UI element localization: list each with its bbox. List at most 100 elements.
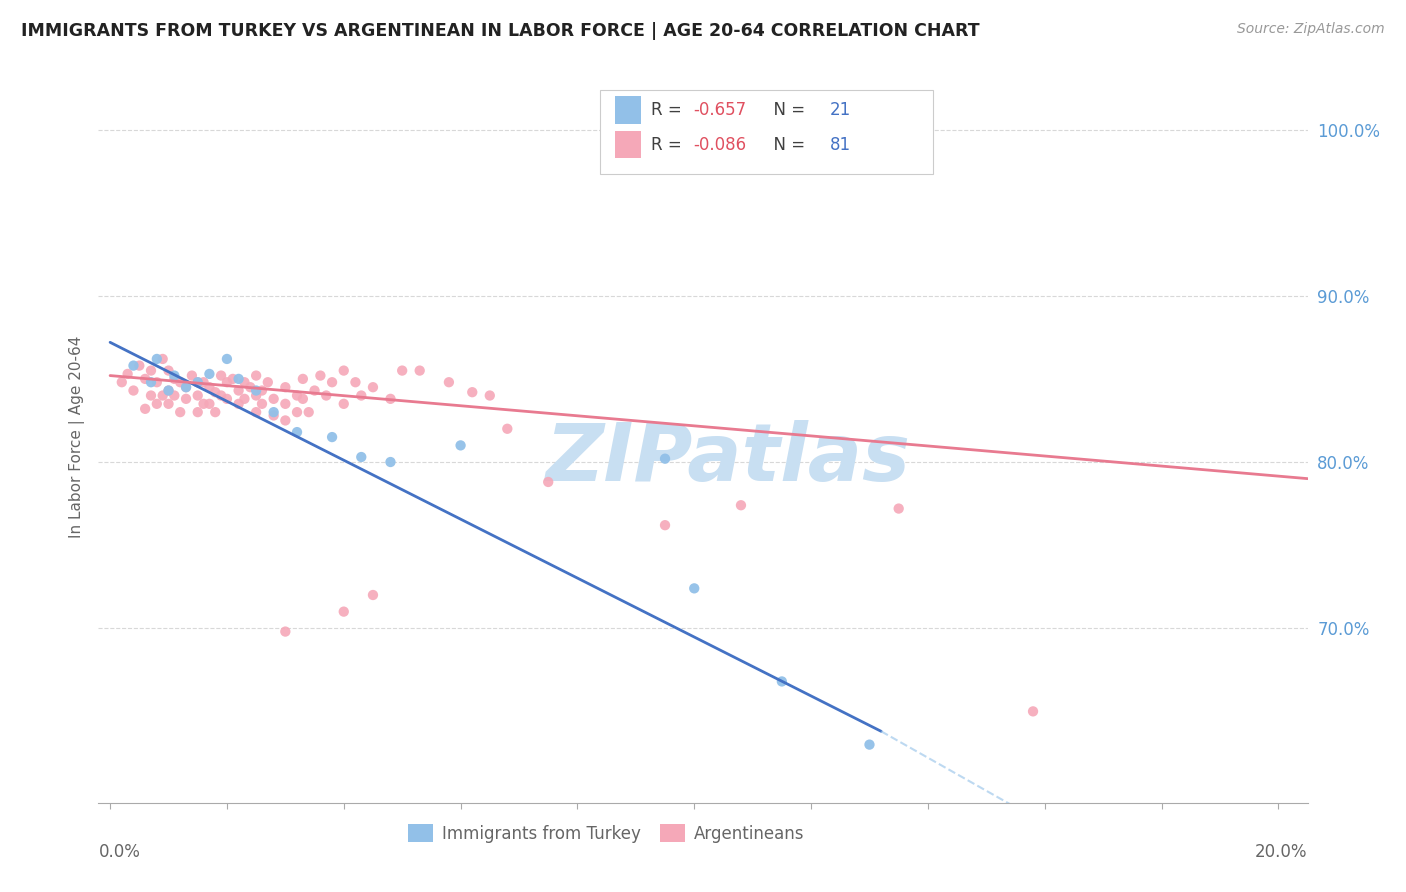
Text: N =: N =: [763, 136, 811, 153]
Point: [163, 368, 186, 383]
Point: [157, 384, 180, 398]
Point: [380, 392, 402, 406]
Text: 81: 81: [830, 136, 851, 153]
Point: [291, 372, 314, 386]
Point: [163, 388, 186, 402]
Point: [274, 380, 297, 394]
Point: [1022, 705, 1045, 719]
Point: [157, 363, 180, 377]
Point: [245, 405, 267, 419]
Point: [496, 422, 519, 436]
Point: [537, 475, 560, 489]
Point: [361, 380, 384, 394]
Point: [380, 455, 402, 469]
Text: R =: R =: [651, 136, 688, 153]
Point: [187, 388, 209, 402]
Point: [233, 375, 256, 389]
Point: [245, 384, 267, 398]
Point: [198, 380, 221, 394]
Point: [461, 385, 484, 400]
Point: [193, 375, 215, 389]
Point: [274, 413, 297, 427]
Point: [215, 375, 238, 389]
Point: [361, 588, 384, 602]
Point: [128, 359, 150, 373]
Point: [228, 372, 250, 386]
Point: [209, 368, 232, 383]
Point: [309, 368, 332, 383]
Point: [204, 385, 226, 400]
Point: [152, 388, 174, 402]
Point: [122, 384, 145, 398]
Point: [139, 388, 162, 402]
Point: [117, 367, 139, 381]
Point: [321, 430, 343, 444]
Point: [285, 425, 308, 439]
Point: [332, 363, 354, 377]
Legend: Immigrants from Turkey, Argentineans: Immigrants from Turkey, Argentineans: [402, 818, 811, 849]
Point: [858, 738, 880, 752]
Point: [215, 392, 238, 406]
Point: [122, 359, 145, 373]
Point: [263, 392, 285, 406]
Point: [770, 674, 793, 689]
Point: [478, 388, 501, 402]
Point: [204, 405, 226, 419]
Point: [683, 582, 706, 596]
Point: [250, 397, 273, 411]
Point: [146, 375, 169, 389]
Text: IMMIGRANTS FROM TURKEY VS ARGENTINEAN IN LABOR FORCE | AGE 20-64 CORRELATION CHA: IMMIGRANTS FROM TURKEY VS ARGENTINEAN IN…: [21, 22, 980, 40]
Text: 20.0%: 20.0%: [1256, 843, 1308, 861]
Point: [245, 388, 267, 402]
Point: [344, 375, 367, 389]
Point: [298, 405, 321, 419]
Point: [730, 498, 752, 512]
Point: [111, 375, 134, 389]
Point: [134, 401, 156, 416]
Point: [332, 397, 354, 411]
Point: [169, 405, 191, 419]
Y-axis label: In Labor Force | Age 20-64: In Labor Force | Age 20-64: [69, 336, 84, 538]
FancyBboxPatch shape: [614, 96, 641, 124]
Text: 21: 21: [830, 101, 851, 120]
Point: [174, 380, 197, 394]
Point: [228, 384, 250, 398]
Point: [180, 368, 202, 383]
Point: [139, 363, 162, 377]
Point: [304, 384, 326, 398]
Point: [332, 605, 354, 619]
Point: [134, 372, 156, 386]
Text: ZIPatlas: ZIPatlas: [544, 420, 910, 498]
Point: [187, 405, 209, 419]
Point: [654, 451, 676, 466]
Point: [174, 380, 197, 394]
Point: [163, 372, 186, 386]
Point: [139, 375, 162, 389]
Point: [187, 375, 209, 389]
Point: [245, 368, 267, 383]
Point: [654, 518, 676, 533]
FancyBboxPatch shape: [600, 90, 932, 174]
Point: [285, 388, 308, 402]
Point: [437, 375, 460, 389]
Point: [233, 392, 256, 406]
Point: [174, 392, 197, 406]
Point: [274, 397, 297, 411]
Text: -0.657: -0.657: [693, 101, 747, 120]
Point: [450, 438, 472, 452]
Point: [222, 372, 245, 386]
Point: [152, 351, 174, 366]
Point: [239, 380, 262, 394]
Point: [285, 405, 308, 419]
Point: [321, 375, 343, 389]
Point: [391, 363, 413, 377]
Point: [187, 375, 209, 389]
Point: [193, 397, 215, 411]
Point: [157, 397, 180, 411]
Point: [256, 375, 278, 389]
Point: [409, 363, 432, 377]
Text: Source: ZipAtlas.com: Source: ZipAtlas.com: [1237, 22, 1385, 37]
Text: -0.086: -0.086: [693, 136, 747, 153]
Point: [274, 624, 297, 639]
Point: [146, 351, 169, 366]
